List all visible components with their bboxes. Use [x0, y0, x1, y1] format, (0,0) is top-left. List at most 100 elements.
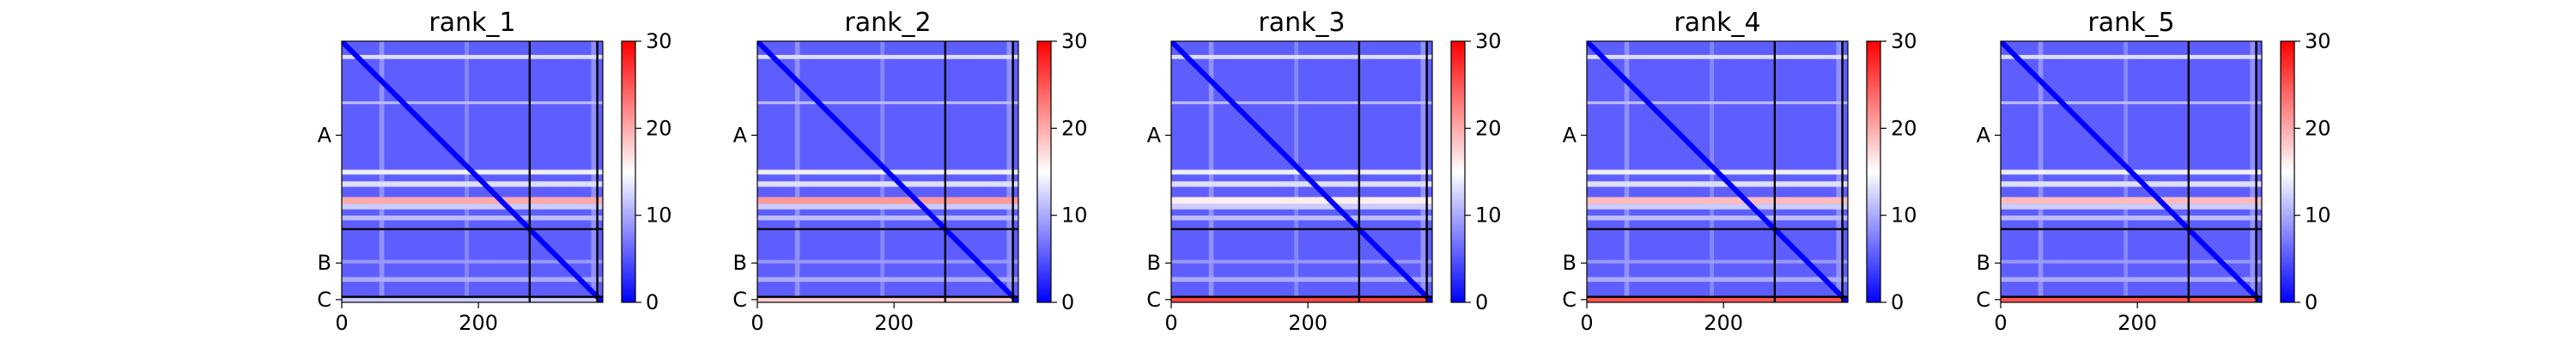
- heatmap-row-band: [757, 259, 1018, 264]
- y-chain-label: C: [1146, 288, 1161, 312]
- colorbar-tick-label: 10: [1475, 204, 1502, 228]
- colorbar-tick-label: 20: [1891, 116, 1917, 140]
- y-chain-label: A: [1977, 123, 1991, 147]
- y-chain-label: C: [732, 288, 747, 312]
- heatmap-row-band: [2001, 215, 2262, 221]
- heatmap-diagonal: [1171, 41, 1432, 302]
- colorbar-tick-label: 10: [646, 204, 672, 228]
- colorbar-gradient: [2281, 41, 2294, 302]
- colorbar-tick-label: 10: [1891, 204, 1917, 228]
- heatmap-diagonal: [342, 41, 603, 302]
- y-chain-label: B: [1977, 251, 1990, 275]
- heatmap-frame: [756, 40, 1019, 303]
- heatmap-row-band: [1171, 181, 1432, 187]
- heatmap-frame: [2000, 40, 2263, 303]
- colorbar-frame: [2280, 40, 2295, 303]
- heatmap-row-band: [1587, 54, 1848, 59]
- heatmap-row-band: [2001, 204, 2262, 210]
- heatmap-row-band: [1171, 197, 1432, 204]
- colorbar-tick-label: 10: [1061, 204, 1088, 228]
- panel-title: rank_4: [1674, 8, 1760, 38]
- heatmap-row-band: [757, 215, 1018, 221]
- colorbar-tick-label: 0: [1061, 290, 1074, 314]
- colorbar-tick-label: 30: [2305, 29, 2331, 53]
- colorbar-tick-label: 0: [2305, 290, 2318, 314]
- panel-title: rank_1: [428, 8, 515, 38]
- heatmap-row-band: [2001, 277, 2262, 283]
- colorbar-tick-label: 30: [1891, 29, 1917, 53]
- heatmap-row-band: [1587, 277, 1848, 283]
- colorbar-tick-label: 30: [1061, 29, 1088, 53]
- heatmap: [1171, 41, 1432, 302]
- heatmap-row-band: [757, 197, 1018, 204]
- x-tick-label: 200: [459, 311, 498, 335]
- heatmap-row-band: [1171, 204, 1432, 210]
- colorbar-tick-label: 0: [1475, 290, 1488, 314]
- colorbar-tick-label: 30: [646, 29, 672, 53]
- heatmap-row-band: [1171, 54, 1432, 59]
- panel-title: rank_5: [2087, 8, 2174, 38]
- panel-title: rank_2: [844, 8, 931, 38]
- heatmap-row-band: [757, 181, 1018, 187]
- y-chain-label: B: [318, 251, 331, 275]
- heatmap-row-band: [2001, 54, 2262, 59]
- heatmap-row-band: [1587, 215, 1848, 221]
- heatmap-row-band: [757, 277, 1018, 283]
- heatmap-frame: [1586, 40, 1849, 303]
- heatmap-diagonal: [757, 41, 1018, 302]
- y-chain-label: C: [1562, 288, 1577, 312]
- y-chain-label: C: [317, 288, 331, 312]
- heatmap-row-band: [1587, 296, 1848, 302]
- heatmap-row-band: [1587, 197, 1848, 204]
- heatmap-frame: [1170, 40, 1433, 303]
- colorbar-gradient: [1451, 41, 1465, 302]
- heatmap-row-band: [757, 54, 1018, 59]
- colorbar-frame: [621, 40, 636, 303]
- heatmap-row-band: [342, 204, 603, 210]
- heatmap-row-band: [342, 259, 603, 264]
- heatmap-row-band: [2001, 101, 2262, 105]
- heatmap-row-band: [1171, 101, 1432, 105]
- heatmap-row-band: [757, 204, 1018, 210]
- colorbar-gradient: [1867, 41, 1880, 302]
- colorbar-tick-label: 0: [646, 290, 659, 314]
- x-tick-label: 0: [1580, 311, 1593, 335]
- heatmap-row-band: [2001, 296, 2262, 302]
- heatmap-row-band: [342, 215, 603, 221]
- heatmap-row-band: [1587, 101, 1848, 105]
- colorbar-tick-label: 20: [1061, 116, 1088, 140]
- colorbar-frame: [1866, 40, 1881, 303]
- heatmap-row-band: [1587, 181, 1848, 187]
- y-chain-label: B: [1147, 251, 1161, 275]
- heatmap-row-band: [1171, 259, 1432, 264]
- x-tick-label: 0: [335, 311, 348, 335]
- y-chain-label: A: [318, 123, 332, 147]
- heatmap-row-band: [342, 54, 603, 59]
- colorbar-frame: [1450, 40, 1466, 303]
- heatmap-row-band: [342, 181, 603, 187]
- x-tick-label: 200: [2117, 311, 2157, 335]
- heatmap-diagonal: [2001, 41, 2262, 302]
- heatmap-row-band: [1171, 215, 1432, 221]
- colorbar-tick-label: 20: [1475, 116, 1502, 140]
- x-tick-label: 200: [1704, 311, 1743, 335]
- heatmap-row-band: [2001, 181, 2262, 187]
- x-tick-label: 200: [1288, 311, 1327, 335]
- heatmap-frame: [341, 40, 604, 303]
- heatmap-row-band: [757, 296, 1018, 302]
- y-chain-label: A: [733, 123, 748, 147]
- heatmap: [757, 41, 1018, 302]
- heatmap-row-band: [342, 277, 603, 283]
- panel-title: rank_3: [1258, 8, 1345, 38]
- colorbar-tick-label: 20: [646, 116, 672, 140]
- heatmap-row-band: [2001, 197, 2262, 204]
- heatmap-row-band: [1171, 296, 1432, 302]
